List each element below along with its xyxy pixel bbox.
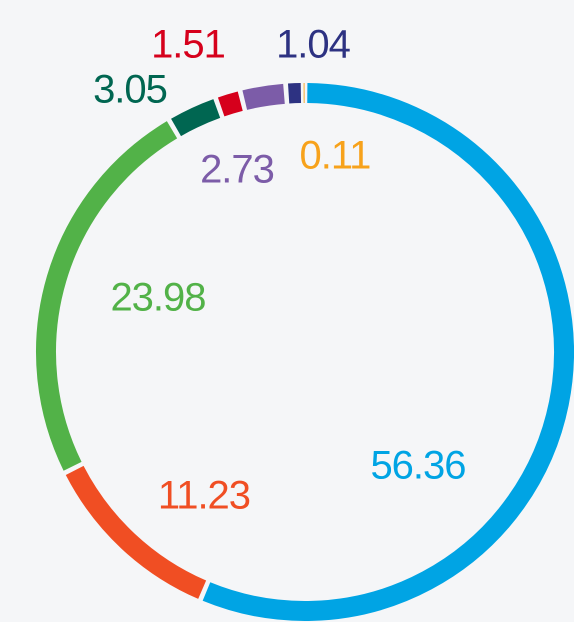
- donut-segment: [65, 465, 207, 599]
- data-label: 23.98: [110, 276, 205, 320]
- donut-segment: [217, 91, 243, 117]
- data-label: 2.73: [200, 148, 274, 192]
- donut-segment: [171, 99, 221, 137]
- donut-segment: [202, 83, 574, 621]
- donut-segment: [242, 83, 285, 110]
- data-label: 11.23: [158, 474, 250, 518]
- donut-segment: [36, 121, 178, 471]
- data-label: 56.36: [370, 444, 465, 488]
- data-label: 3.05: [93, 68, 167, 112]
- data-label: 0.11: [300, 134, 371, 178]
- data-label: 1.04: [276, 23, 351, 67]
- data-label: 1.51: [151, 23, 225, 67]
